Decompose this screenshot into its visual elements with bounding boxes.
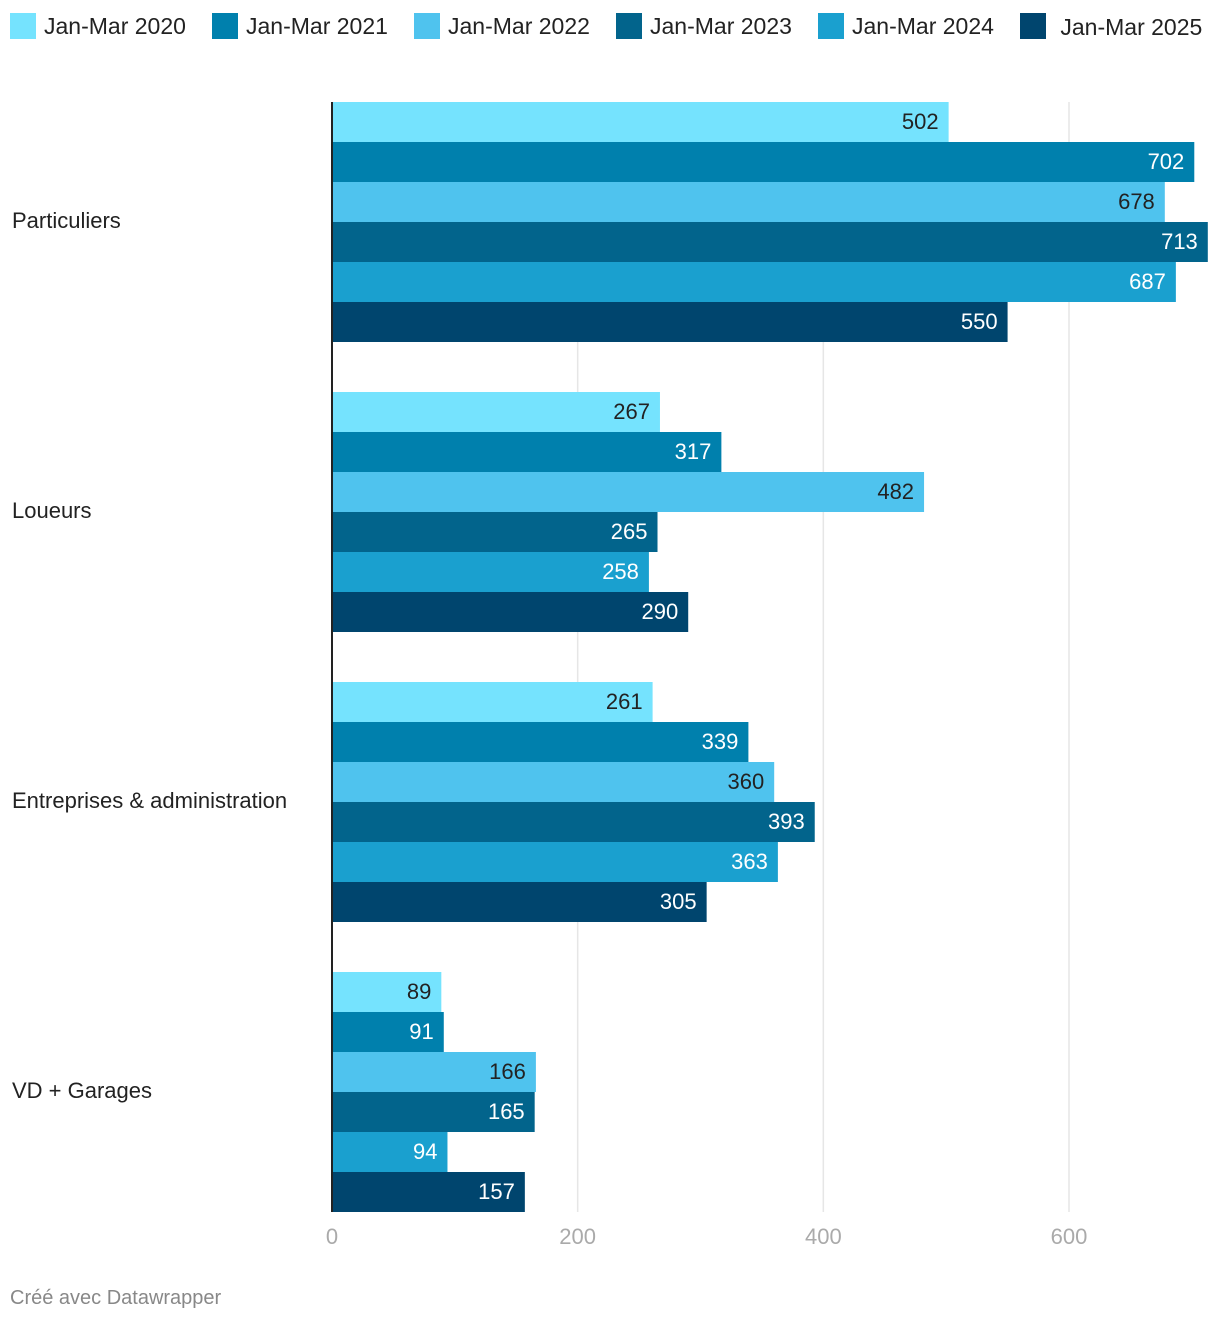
bar (332, 842, 778, 882)
legend-item-2021[interactable]: Jan-Mar 2021 (212, 8, 388, 44)
bar-value-label: 267 (613, 399, 650, 424)
bar-value-label: 165 (488, 1099, 525, 1124)
legend-item-2020[interactable]: Jan-Mar 2020 (10, 8, 186, 44)
bar (332, 432, 722, 472)
x-tick-label: 200 (559, 1224, 596, 1249)
credit-footer[interactable]: Créé avec Datawrapper (10, 1287, 222, 1309)
legend-label: Jan-Mar 2025 (10, 8, 1202, 45)
bar (332, 302, 1008, 342)
bar (332, 722, 749, 762)
legend-label: Jan-Mar 2021 (246, 13, 388, 39)
bar (332, 972, 442, 1012)
bar (332, 262, 1176, 302)
legend-swatch (212, 13, 238, 39)
legend-item-2022[interactable]: Jan-Mar 2022 (414, 8, 590, 44)
bar-value-label: 363 (731, 849, 768, 874)
x-tick-label: 400 (805, 1224, 842, 1249)
category-label: Entreprises & administration (12, 788, 287, 813)
bar (332, 592, 689, 632)
legend-label-text: Jan-Mar 2025 (1060, 14, 1203, 40)
legend-swatch (10, 13, 36, 39)
bar (332, 102, 949, 142)
bar (332, 512, 658, 552)
bar (332, 1172, 525, 1212)
legend-swatch (616, 13, 642, 39)
bar-value-label: 482 (877, 479, 914, 504)
legend-swatch (1020, 13, 1046, 39)
bar-value-label: 317 (675, 439, 712, 464)
bar-value-label: 91 (409, 1019, 433, 1044)
bar-value-label: 339 (702, 729, 739, 754)
bar (332, 472, 925, 512)
bar (332, 1132, 448, 1172)
bar-value-label: 157 (478, 1179, 515, 1204)
category-label: Particuliers (12, 208, 121, 233)
bar (332, 1092, 535, 1132)
bar (332, 1052, 536, 1092)
bar (332, 552, 649, 592)
x-tick-label: 600 (1051, 1224, 1088, 1249)
bar-value-label: 265 (611, 519, 648, 544)
bar (332, 1012, 444, 1052)
legend-item-2025[interactable]: Jan-Mar 2025 (10, 8, 1210, 45)
legend-swatch (414, 13, 440, 39)
bar (332, 882, 707, 922)
bar-value-label: 166 (489, 1059, 526, 1084)
bar-value-label: 360 (727, 769, 764, 794)
category-label: VD + Garages (12, 1078, 152, 1103)
bar-value-label: 261 (606, 689, 643, 714)
x-tick-label: 0 (326, 1224, 338, 1249)
bar-value-label: 290 (641, 599, 678, 624)
bar-value-label: 258 (602, 559, 639, 584)
bar-value-label: 702 (1148, 149, 1185, 174)
legend-label: Jan-Mar 2024 (852, 13, 994, 39)
bar-value-label: 393 (768, 809, 805, 834)
bar-value-label: 687 (1129, 269, 1166, 294)
legend-label: Jan-Mar 2023 (650, 13, 792, 39)
legend-label: Jan-Mar 2022 (448, 13, 590, 39)
bar (332, 762, 775, 802)
legend-swatch (818, 13, 844, 39)
bar (332, 222, 1208, 262)
bar-value-label: 678 (1118, 189, 1155, 214)
bar (332, 802, 815, 842)
bar-value-label: 550 (961, 309, 998, 334)
category-label: Loueurs (12, 498, 92, 523)
bar (332, 682, 653, 722)
legend: Jan-Mar 2020 Jan-Mar 2021 Jan-Mar 2022 J… (10, 8, 1210, 80)
bar-value-label: 94 (413, 1139, 437, 1164)
legend-item-2024[interactable]: Jan-Mar 2024 (818, 8, 994, 44)
bar (332, 182, 1165, 222)
bar (332, 392, 660, 432)
legend-label: Jan-Mar 2020 (44, 13, 186, 39)
bar (332, 142, 1195, 182)
bar-value-label: 502 (902, 109, 939, 134)
bar-value-label: 305 (660, 889, 697, 914)
bar-value-label: 713 (1161, 229, 1198, 254)
legend-item-2023[interactable]: Jan-Mar 2023 (616, 8, 792, 44)
bar-value-label: 89 (407, 979, 431, 1004)
